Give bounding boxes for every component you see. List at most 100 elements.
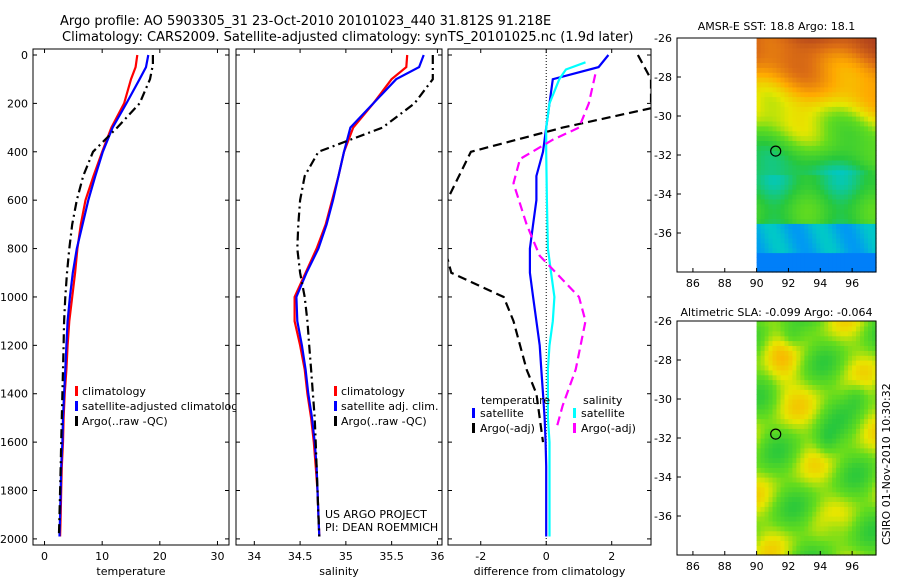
map-cell <box>756 506 762 512</box>
map-cell <box>804 106 809 112</box>
map-cell <box>856 140 861 146</box>
map-cell <box>788 550 793 556</box>
map-cell <box>860 237 865 244</box>
legend-entry: Argo(..raw -QC) <box>341 415 427 428</box>
map-cell <box>848 472 853 478</box>
map-cell <box>812 501 817 507</box>
map-cell <box>872 360 877 366</box>
map-cell <box>772 408 778 415</box>
map-cell <box>856 47 861 54</box>
map-cell <box>848 77 853 83</box>
map-cell <box>844 135 849 141</box>
map-cell <box>868 47 873 54</box>
map-cell <box>856 203 861 210</box>
map-cell <box>824 116 829 122</box>
map-cell <box>812 81 817 88</box>
map-cell <box>796 472 801 478</box>
map-cell <box>792 550 797 556</box>
map-cell <box>816 111 821 117</box>
map-cell <box>868 340 873 346</box>
map-cell <box>768 530 774 537</box>
map-cell <box>784 242 790 249</box>
map-cell <box>812 355 817 361</box>
map-cell <box>780 208 786 215</box>
map-cell <box>864 535 869 541</box>
map-cell <box>764 218 770 224</box>
map-cell <box>776 394 782 400</box>
map-cell <box>804 86 809 93</box>
map-cell <box>760 101 766 107</box>
map-cell <box>772 496 778 502</box>
map-cell <box>788 267 793 273</box>
map-cell <box>764 340 770 346</box>
map-cell <box>856 379 861 385</box>
map-cell <box>856 91 861 98</box>
map-cell <box>768 233 774 239</box>
map-cell <box>832 101 837 107</box>
map-cell <box>840 511 845 517</box>
map-cell <box>828 159 833 166</box>
map-cell <box>848 369 853 376</box>
map-cell <box>856 369 861 376</box>
map-cell <box>760 223 766 229</box>
map-cell <box>796 174 801 180</box>
map-cell <box>832 457 837 463</box>
map-cell <box>804 267 809 273</box>
map-cell <box>828 335 833 342</box>
map-cell <box>772 540 778 546</box>
map-cell <box>792 442 797 449</box>
map-cell <box>868 520 873 527</box>
map-cell <box>864 520 869 527</box>
map-cell <box>844 169 849 176</box>
map-cell <box>844 506 849 512</box>
map-cell <box>872 486 877 493</box>
map-cell <box>864 379 869 385</box>
map-cell <box>788 442 793 449</box>
map-cell <box>808 120 813 127</box>
map-cell <box>820 525 825 532</box>
map-cell <box>760 198 766 205</box>
map-cell <box>808 218 813 224</box>
map-cell <box>848 111 853 117</box>
map-cell <box>776 535 782 541</box>
map-cell <box>816 491 821 498</box>
map-cell <box>800 116 805 122</box>
map-cell <box>844 330 849 337</box>
map-cell <box>812 462 817 468</box>
map-cell <box>772 218 778 224</box>
map-cell <box>812 164 817 171</box>
map-cell <box>840 101 845 107</box>
map-cell <box>864 72 869 78</box>
map-cell <box>836 452 841 459</box>
map-cell <box>772 62 778 68</box>
map-cell <box>828 355 833 361</box>
map-cell <box>832 218 837 224</box>
map-cell <box>772 550 778 556</box>
map-cell <box>780 452 786 459</box>
map-cell <box>828 164 833 171</box>
map-cell <box>788 525 793 532</box>
map-cell <box>848 194 853 200</box>
map-cell <box>832 62 837 68</box>
map-cell <box>764 262 770 268</box>
map-cell <box>792 208 797 215</box>
map-cell <box>756 535 762 541</box>
map-cell <box>796 140 801 146</box>
map-cell <box>788 125 793 132</box>
map-cell <box>788 321 793 327</box>
map-cell <box>860 159 865 166</box>
map-cell <box>764 257 770 263</box>
map-cell <box>792 525 797 532</box>
map-cell <box>844 399 849 405</box>
map-cell <box>784 164 790 171</box>
map-cell <box>856 491 861 498</box>
map-cell <box>812 111 817 117</box>
map-cell <box>792 506 797 512</box>
map-cell <box>844 457 849 463</box>
map-cell <box>760 447 766 454</box>
map-cell <box>840 116 845 122</box>
map-cell <box>836 169 841 176</box>
map-cell <box>756 360 762 366</box>
map-cell <box>776 540 782 546</box>
map-cell <box>836 462 841 468</box>
